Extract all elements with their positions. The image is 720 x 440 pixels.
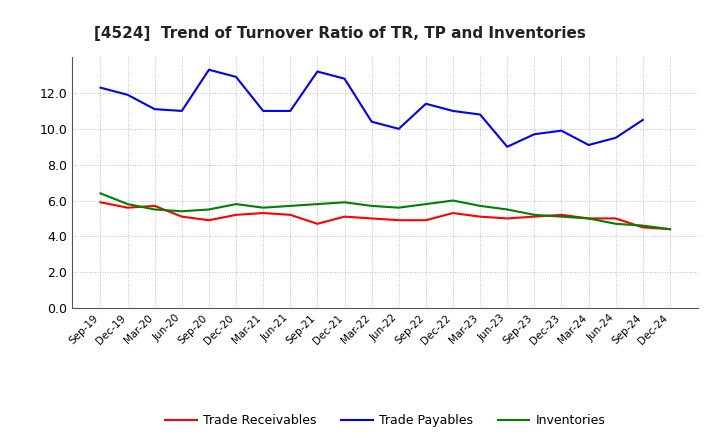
Inventories: [123, 202, 132, 207]
Trade Payables: [204, 67, 213, 72]
Inventories: [259, 205, 268, 210]
Inventories: [639, 223, 647, 228]
Inventories: [557, 214, 566, 219]
Trade Receivables: [123, 205, 132, 210]
Inventories: [286, 203, 294, 209]
Trade Receivables: [639, 225, 647, 230]
Trade Receivables: [449, 210, 457, 216]
Inventories: [611, 221, 620, 227]
Trade Payables: [530, 132, 539, 137]
Line: Trade Payables: Trade Payables: [101, 70, 643, 147]
Trade Receivables: [178, 214, 186, 219]
Line: Trade Receivables: Trade Receivables: [101, 202, 670, 229]
Trade Payables: [395, 126, 403, 132]
Trade Receivables: [395, 217, 403, 223]
Trade Payables: [367, 119, 376, 125]
Inventories: [530, 212, 539, 217]
Trade Receivables: [204, 217, 213, 223]
Trade Receivables: [611, 216, 620, 221]
Trade Payables: [557, 128, 566, 133]
Inventories: [449, 198, 457, 203]
Trade Receivables: [313, 221, 322, 227]
Inventories: [204, 207, 213, 212]
Inventories: [584, 216, 593, 221]
Inventories: [341, 200, 349, 205]
Trade Payables: [123, 92, 132, 97]
Trade Payables: [584, 142, 593, 147]
Inventories: [421, 202, 430, 207]
Trade Receivables: [286, 212, 294, 217]
Trade Receivables: [232, 212, 240, 217]
Trade Receivables: [476, 214, 485, 219]
Trade Payables: [150, 106, 159, 112]
Trade Payables: [232, 74, 240, 80]
Trade Receivables: [557, 212, 566, 217]
Trade Receivables: [503, 216, 511, 221]
Trade Payables: [313, 69, 322, 74]
Inventories: [150, 207, 159, 212]
Inventories: [232, 202, 240, 207]
Trade Receivables: [96, 200, 105, 205]
Trade Receivables: [150, 203, 159, 209]
Trade Payables: [286, 108, 294, 114]
Trade Receivables: [421, 217, 430, 223]
Trade Payables: [611, 135, 620, 140]
Trade Receivables: [259, 210, 268, 216]
Trade Payables: [639, 117, 647, 122]
Trade Payables: [259, 108, 268, 114]
Inventories: [178, 209, 186, 214]
Trade Payables: [341, 76, 349, 81]
Inventories: [665, 227, 674, 232]
Trade Receivables: [665, 227, 674, 232]
Trade Receivables: [584, 216, 593, 221]
Trade Payables: [96, 85, 105, 90]
Inventories: [476, 203, 485, 209]
Trade Payables: [178, 108, 186, 114]
Inventories: [367, 203, 376, 209]
Trade Receivables: [530, 214, 539, 219]
Legend: Trade Receivables, Trade Payables, Inventories: Trade Receivables, Trade Payables, Inven…: [161, 409, 610, 432]
Line: Inventories: Inventories: [101, 193, 670, 229]
Trade Receivables: [341, 214, 349, 219]
Inventories: [96, 191, 105, 196]
Inventories: [313, 202, 322, 207]
Trade Receivables: [367, 216, 376, 221]
Inventories: [395, 205, 403, 210]
Trade Payables: [476, 112, 485, 117]
Trade Payables: [449, 108, 457, 114]
Inventories: [503, 207, 511, 212]
Trade Payables: [421, 101, 430, 106]
Text: [4524]  Trend of Turnover Ratio of TR, TP and Inventories: [4524] Trend of Turnover Ratio of TR, TP…: [94, 26, 585, 41]
Trade Payables: [503, 144, 511, 150]
